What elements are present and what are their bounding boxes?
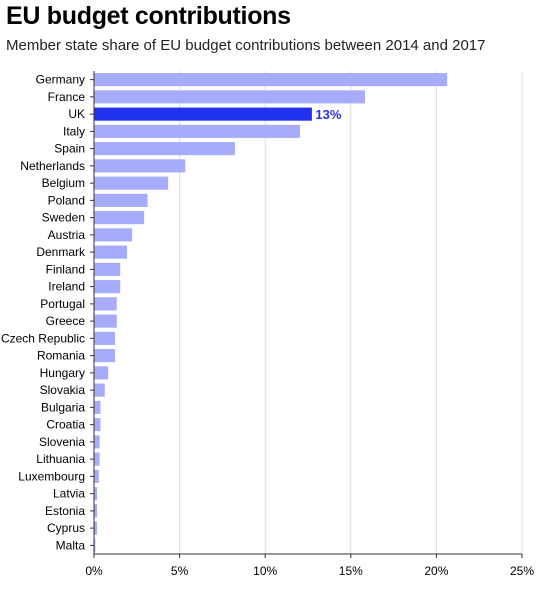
bar [94, 366, 109, 380]
bar [94, 383, 105, 397]
bar [94, 176, 169, 190]
category-label: Cyprus [47, 521, 85, 535]
x-tick-label: 5% [171, 564, 189, 578]
bar [94, 142, 235, 156]
category-label: Czech Republic [1, 331, 85, 345]
x-tick-label: 15% [339, 564, 363, 578]
bar [94, 538, 96, 552]
bar [94, 331, 116, 345]
bar [94, 452, 100, 466]
category-label: Slovakia [40, 383, 86, 397]
category-label: Lithuania [36, 452, 85, 466]
bar [94, 124, 300, 138]
bar [94, 469, 99, 483]
category-label: Sweden [42, 211, 85, 225]
x-tick-label: 25% [510, 564, 534, 578]
category-label: Latvia [53, 487, 85, 501]
category-label: Germany [36, 73, 85, 87]
bar [94, 193, 148, 207]
x-tick-label: 10% [253, 564, 277, 578]
bar [94, 487, 98, 501]
category-label: Denmark [36, 245, 86, 259]
category-label: Austria [48, 228, 86, 242]
x-tick-label: 0% [85, 564, 103, 578]
bar [94, 504, 98, 518]
category-label: UK [68, 107, 85, 121]
bar [94, 314, 117, 328]
bar [94, 521, 98, 535]
x-tick-label: 20% [424, 564, 448, 578]
category-label: Hungary [40, 366, 85, 380]
bar [94, 211, 145, 225]
category-label: Belgium [42, 176, 85, 190]
bar [94, 297, 117, 311]
chart-subtitle: Member state share of EU budget contribu… [6, 37, 486, 54]
data-label: 13% [315, 107, 341, 122]
bar [94, 280, 121, 294]
category-label: Ireland [48, 280, 85, 294]
bar [94, 107, 312, 121]
category-label: Romania [37, 349, 85, 363]
bar [94, 435, 100, 449]
bar [94, 228, 133, 242]
category-label: France [48, 90, 86, 104]
category-label: Spain [54, 142, 85, 156]
bar [94, 73, 448, 87]
bar [94, 262, 121, 276]
bar [94, 400, 101, 414]
category-label: Estonia [45, 504, 85, 518]
category-label: Portugal [40, 297, 85, 311]
category-label: Malta [56, 538, 86, 552]
chart-title: EU budget contributions [6, 2, 291, 30]
bar [94, 245, 128, 259]
category-label: Croatia [46, 418, 85, 432]
category-label: Slovenia [39, 435, 85, 449]
category-label: Finland [46, 262, 85, 276]
bar [94, 159, 186, 173]
category-label: Bulgaria [41, 400, 85, 414]
category-label: Poland [48, 193, 85, 207]
category-label: Luxembourg [18, 469, 85, 483]
bar [94, 418, 101, 432]
category-label: Netherlands [20, 159, 85, 173]
category-label: Italy [63, 124, 85, 138]
bar [94, 90, 365, 104]
category-label: Greece [46, 314, 86, 328]
bar [94, 349, 116, 363]
